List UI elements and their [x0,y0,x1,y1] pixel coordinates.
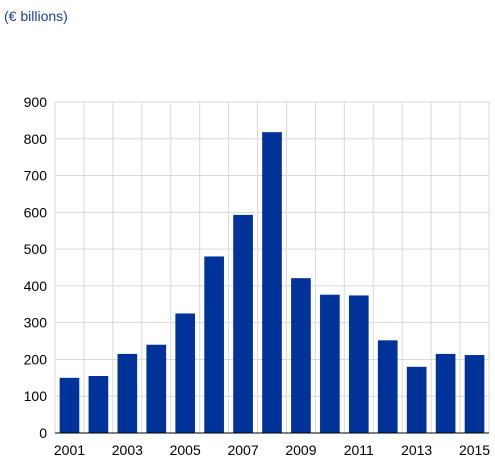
y-tick-labels: 0 100 200 300 400 500 600 700 800 900 [24,94,48,441]
x-tick-label: 2011 [344,442,374,458]
bar-2013 [406,366,427,433]
bar-2003 [117,353,138,433]
y-tick-label: 200 [24,351,48,367]
y-tick-label: 500 [24,241,48,257]
bar-2015 [464,355,485,433]
bar-2001 [59,377,80,433]
x-tick-label: 2007 [227,442,258,458]
bar-2009 [291,278,311,433]
x-tick-label: 2003 [112,442,143,458]
units-label: (€ billions) [4,8,68,24]
y-tick-label: 400 [24,278,48,294]
bars [59,132,485,433]
y-tick-label: 900 [24,94,48,110]
bar-2008 [262,132,282,433]
y-tick-label: 0 [39,425,47,441]
y-tick-label: 100 [24,388,48,404]
y-tick-label: 300 [24,315,48,331]
bar-2006 [204,256,224,433]
bar-2005 [175,313,196,433]
bar-2007 [233,214,253,433]
x-tick-labels: 2001 2003 2005 2007 2009 2011 2013 2015 [54,442,490,458]
x-tick-label: 2009 [285,442,316,458]
y-tick-label: 800 [24,131,48,147]
x-tick-label: 2013 [401,442,432,458]
y-tick-label: 600 [24,204,48,220]
bar-2012 [377,340,398,433]
bar-2014 [435,353,456,433]
bar-2004 [146,344,167,433]
x-tick-label: 2001 [54,442,85,458]
y-tick-label: 700 [24,168,48,184]
bar-2011 [348,295,369,433]
bar-2002 [88,375,109,433]
x-tick-label: 2005 [170,442,201,458]
bar-2010 [320,294,340,433]
x-tick-label: 2015 [459,442,490,458]
